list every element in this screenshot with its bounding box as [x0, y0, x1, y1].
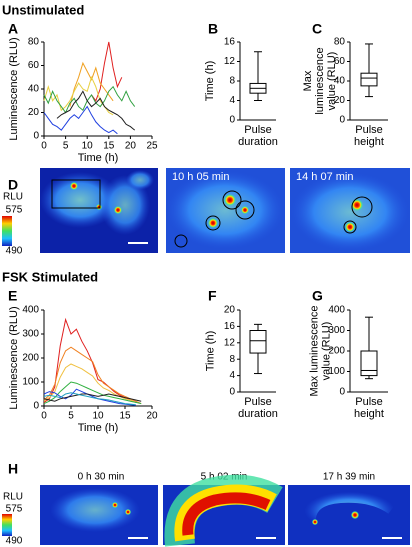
y-tick-label: 0 — [339, 387, 345, 398]
y-tick-label: 8 — [229, 354, 235, 365]
y-tick-label: 4 — [229, 370, 235, 381]
y-tick-label: 12 — [224, 56, 236, 67]
colorbar-min: 490 — [6, 536, 23, 547]
x-tick-label: 5 — [63, 141, 69, 152]
x-category-label: Pulse duration — [238, 396, 278, 420]
panel-label: D — [8, 177, 18, 193]
data-line — [43, 392, 136, 406]
timestamp: 10 h 05 min — [172, 171, 229, 183]
x-tick-label: 10 — [92, 411, 104, 422]
y-tick-label: 20 — [224, 305, 236, 316]
colorbar-max: 575 — [6, 205, 23, 216]
y-tick-label: 0 — [229, 387, 235, 398]
y-tick-label: 16 — [224, 37, 236, 48]
section-header: FSK Stimulated — [2, 269, 98, 284]
y-axis-label: Time (h) — [204, 330, 216, 372]
y-axis-label: Max luminescence value (RLU) — [302, 47, 338, 115]
x-tick-label: 25 — [146, 141, 158, 152]
y-tick-label: 80 — [28, 37, 40, 48]
y-tick-label: 200 — [22, 353, 39, 364]
y-tick-label: 60 — [28, 60, 40, 71]
micrograph — [165, 168, 285, 253]
box — [249, 330, 267, 354]
timestamp: 14 h 07 min — [296, 171, 353, 183]
x-category-label: Pulse height — [354, 396, 384, 420]
panel-label: E — [8, 288, 17, 304]
y-tick-label: 0 — [33, 131, 39, 142]
x-tick-label: 15 — [103, 141, 115, 152]
data-line — [43, 85, 136, 114]
data-line — [43, 105, 118, 135]
panel-label: G — [312, 288, 323, 304]
y-tick-label: 8 — [229, 76, 235, 87]
box — [360, 72, 378, 87]
y-tick-label: 100 — [328, 366, 345, 377]
x-tick-label: 0 — [41, 411, 47, 422]
x-category-label: Pulse duration — [238, 124, 278, 148]
timestamp: 0 h 30 min — [78, 472, 125, 483]
data-line — [43, 393, 142, 402]
timestamp: 17 h 39 min — [323, 472, 375, 483]
y-tick-label: 16 — [224, 321, 236, 332]
y-tick-label: 40 — [28, 84, 40, 95]
y-tick-label: 0 — [229, 115, 235, 126]
x-tick-label: 15 — [119, 411, 131, 422]
x-tick-label: 10 — [82, 141, 94, 152]
data-line — [91, 41, 123, 102]
y-tick-label: 4 — [229, 95, 235, 106]
y-tick-label: 300 — [22, 329, 39, 340]
micrograph — [163, 474, 285, 547]
micrograph — [290, 168, 410, 253]
panel-label: H — [8, 461, 18, 477]
colorbar-max: 575 — [6, 504, 23, 515]
x-tick-label: 20 — [125, 141, 137, 152]
y-tick-label: 12 — [224, 337, 236, 348]
x-tick-label: 20 — [146, 411, 158, 422]
y-tick-label: 60 — [334, 56, 346, 67]
data-line — [43, 388, 136, 406]
y-axis-label: Max luminescence value (RLU) — [308, 305, 332, 397]
y-axis-label: Time (h) — [204, 60, 216, 102]
micrograph — [40, 485, 158, 545]
micrograph — [40, 168, 158, 253]
data-line — [43, 317, 137, 403]
panel-label: B — [208, 21, 218, 37]
x-axis-label: Time (h) — [78, 152, 119, 164]
y-tick-label: 80 — [334, 37, 346, 48]
x-tick-label: 5 — [68, 411, 74, 422]
data-line — [69, 61, 114, 107]
y-tick-label: 40 — [334, 76, 346, 87]
colorbar — [2, 514, 12, 536]
colorbar-title: RLU — [3, 492, 23, 503]
colorbar-title: RLU — [3, 192, 23, 203]
y-tick-label: 200 — [328, 346, 345, 357]
panel-label: F — [208, 288, 217, 304]
y-axis-label: Luminescence (RLU) — [8, 306, 20, 410]
y-tick-label: 300 — [328, 325, 345, 336]
x-axis-label: Time (h) — [78, 422, 119, 434]
x-tick-label: 0 — [41, 141, 47, 152]
y-tick-label: 20 — [28, 107, 40, 118]
colorbar — [2, 216, 12, 246]
y-tick-label: 400 — [22, 305, 39, 316]
y-axis-label: Luminescence (RLU) — [8, 37, 20, 141]
panel-label: C — [312, 21, 322, 37]
y-tick-label: 0 — [339, 115, 345, 126]
data-line — [56, 90, 136, 131]
section-header: Unstimulated — [2, 2, 84, 17]
data-line — [43, 381, 142, 405]
colorbar-min: 490 — [6, 246, 23, 257]
data-line — [43, 346, 142, 405]
y-tick-label: 20 — [334, 95, 346, 106]
y-tick-label: 400 — [328, 305, 345, 316]
panel-label: A — [8, 21, 18, 37]
micrograph — [288, 480, 410, 545]
x-category-label: Pulse height — [354, 124, 384, 148]
y-tick-label: 100 — [22, 377, 39, 388]
box — [360, 350, 378, 377]
y-tick-label: 0 — [33, 401, 39, 412]
